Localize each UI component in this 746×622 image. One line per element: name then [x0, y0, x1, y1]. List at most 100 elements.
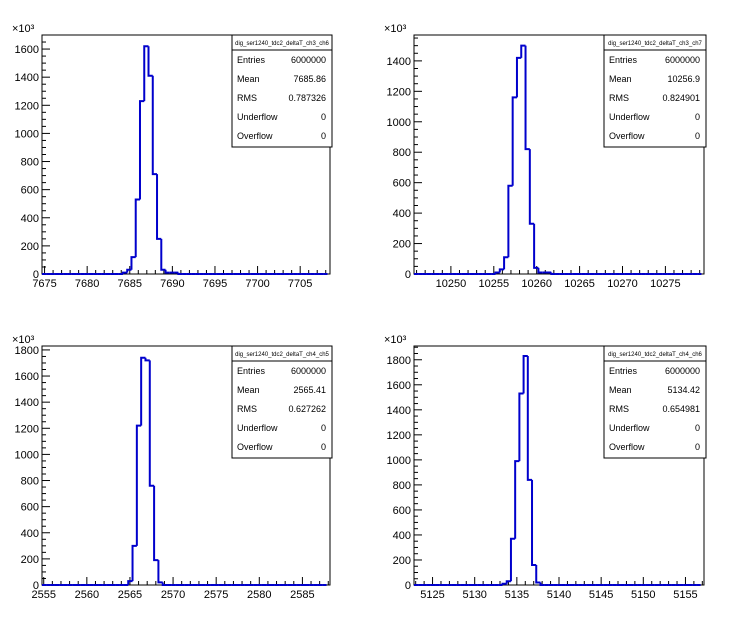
stats-label: Mean	[609, 74, 632, 84]
y-tick-label: 200	[393, 555, 411, 567]
stats-label: RMS	[237, 404, 257, 414]
stats-title: dig_ser1240_tdc2_deltaT_ch4_ch6	[608, 352, 702, 358]
stats-value: 0	[695, 112, 700, 122]
stats-label: RMS	[237, 93, 257, 103]
y-tick-label: 400	[393, 208, 411, 220]
y-tick-label: 0	[33, 269, 39, 281]
histogram-pad-ch3-ch7: 10250 10255 10260 10265 10270 10275 0 200 400 600…	[384, 23, 707, 290]
histogram-pad-ch4-ch5: 2555 2560 2565 2570 2575 2580 2585 0 200 400 600 80…	[12, 334, 333, 601]
histogram-bin	[539, 582, 545, 586]
y-tick-label: 0	[33, 580, 39, 592]
x-tick-label: 5135	[505, 589, 529, 601]
stats-label: Overflow	[237, 442, 273, 452]
x-tick-label: 2555	[31, 589, 55, 601]
y-tick-label: 1400	[15, 72, 39, 84]
stats-label: Underflow	[609, 423, 650, 433]
y-tick-label: 1600	[15, 371, 39, 383]
stats-label: Entries	[237, 55, 266, 65]
x-tick-label: 10270	[607, 278, 638, 290]
y-tick-label: 1800	[387, 355, 411, 367]
stats-box	[603, 34, 707, 148]
y-tick-label: 800	[393, 147, 411, 159]
stats-label: Overflow	[609, 442, 645, 452]
histogram-bin	[531, 479, 537, 566]
stats-label: Mean	[609, 385, 632, 395]
x-tick-label: 2575	[204, 589, 228, 601]
y-tick-label: 1200	[15, 423, 39, 435]
y-tick-label: 600	[393, 178, 411, 190]
y-tick-label: 0	[405, 269, 411, 281]
y-tick-label: 1000	[15, 128, 39, 140]
stats-value: 2565.41	[293, 385, 326, 395]
y-tick-label: 200	[393, 239, 411, 251]
y-tick-label: 600	[393, 505, 411, 517]
histogram-bin	[153, 485, 159, 562]
y-tick-label: 1600	[15, 44, 39, 56]
x-tick-label: 10275	[650, 278, 681, 290]
stats-label: RMS	[609, 93, 629, 103]
x-tick-label: 7680	[75, 278, 99, 290]
histogram-bin	[522, 355, 528, 394]
stats-value: 5134.42	[667, 385, 700, 395]
histogram-bin	[151, 75, 158, 176]
x-tick-label: 7675	[32, 278, 56, 290]
stats-value: 0	[321, 112, 326, 122]
histogram-bin	[528, 149, 535, 225]
y-multiplier-label: ×10³	[384, 334, 407, 346]
stats-value: 6000000	[665, 366, 700, 376]
stats-label: Entries	[237, 366, 266, 376]
histogram-bin	[537, 267, 543, 274]
y-tick-label: 600	[21, 185, 39, 197]
y-tick-label: 1000	[387, 455, 411, 467]
y-tick-label: 1600	[387, 380, 411, 392]
x-tick-label: 5155	[673, 589, 697, 601]
y-tick-label: 800	[393, 480, 411, 492]
stats-label: Underflow	[237, 112, 278, 122]
y-tick-label: 0	[405, 580, 411, 592]
y-tick-label: 1000	[387, 117, 411, 129]
y-multiplier-label: ×10³	[12, 23, 35, 35]
stats-box	[603, 345, 707, 459]
y-tick-label: 1400	[387, 56, 411, 68]
x-tick-label: 2560	[75, 589, 99, 601]
x-tick-label: 10255	[478, 278, 509, 290]
stats-value: 0	[695, 131, 700, 141]
x-tick-label: 2565	[118, 589, 142, 601]
histogram-bin	[121, 271, 128, 274]
stats-title: dig_ser1240_tdc2_deltaT_ch4_ch5	[235, 352, 329, 358]
histogram-bin	[130, 256, 136, 270]
stats-value: 0.627262	[288, 404, 326, 414]
stats-label: Entries	[609, 366, 638, 376]
x-tick-label: 5145	[589, 589, 613, 601]
stats-label: Underflow	[237, 423, 278, 433]
stats-label: Mean	[237, 385, 260, 395]
histogram-bin	[164, 269, 170, 274]
x-tick-label: 7690	[160, 278, 184, 290]
x-tick-label: 5125	[420, 589, 444, 601]
histogram-bin	[518, 392, 524, 462]
y-tick-label: 1800	[15, 345, 39, 357]
stats-label: Overflow	[237, 131, 273, 141]
stats-label: RMS	[609, 404, 629, 414]
x-tick-label: 5140	[547, 589, 571, 601]
histogram-bin	[148, 360, 155, 487]
stats-value: 0.824901	[662, 93, 700, 103]
histogram-bin	[131, 544, 137, 582]
x-tick-label: 2585	[290, 589, 314, 601]
stats-value: 0	[695, 423, 700, 433]
stats-value: 0.654981	[662, 404, 700, 414]
histogram-bin	[526, 356, 533, 481]
stats-title: dig_ser1240_tdc2_deltaT_ch3_ch6	[235, 41, 329, 47]
stats-value: 6000000	[665, 55, 700, 65]
histogram-bin	[520, 44, 526, 58]
y-tick-label: 1000	[15, 449, 39, 461]
histogram-bin	[135, 424, 142, 546]
y-tick-label: 1400	[15, 397, 39, 409]
histogram-bin	[144, 357, 150, 362]
x-tick-label: 7700	[245, 278, 269, 290]
stats-box	[231, 345, 333, 459]
histogram-bin	[509, 537, 516, 582]
y-tick-label: 400	[21, 528, 39, 540]
histogram-bin	[177, 272, 183, 275]
